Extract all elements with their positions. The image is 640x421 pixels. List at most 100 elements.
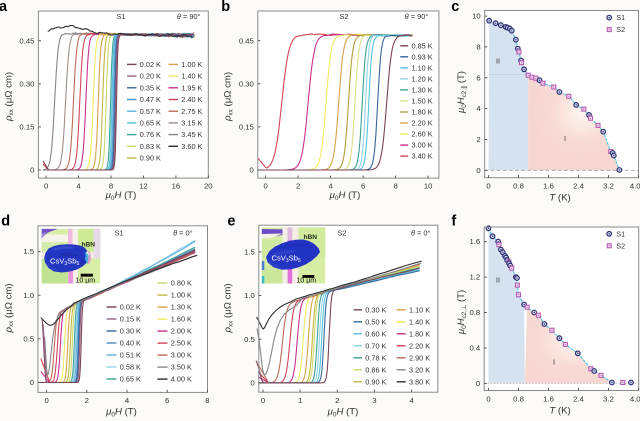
svg-text:3.60 K: 3.60 K bbox=[181, 142, 202, 151]
svg-text:ρxx (μΩ cm): ρxx (μΩ cm) bbox=[3, 72, 15, 122]
svg-text:4: 4 bbox=[476, 104, 481, 113]
svg-text:S1: S1 bbox=[616, 13, 625, 22]
svg-text:0: 0 bbox=[486, 395, 490, 404]
svg-text:1.60 K: 1.60 K bbox=[171, 315, 192, 324]
svg-text:16: 16 bbox=[172, 182, 181, 191]
svg-text:θ = 0°: θ = 0° bbox=[411, 229, 431, 238]
svg-text:a: a bbox=[0, 0, 8, 15]
svg-text:4: 4 bbox=[76, 182, 81, 191]
svg-text:S1: S1 bbox=[616, 229, 625, 238]
svg-text:μ0Hc2,⊥ (T): μ0Hc2,⊥ (T) bbox=[456, 290, 468, 335]
svg-text:0.90 K: 0.90 K bbox=[365, 377, 386, 386]
svg-text:S1: S1 bbox=[116, 12, 125, 21]
svg-text:4: 4 bbox=[409, 396, 414, 405]
svg-text:0.5: 0.5 bbox=[244, 335, 255, 344]
svg-text:0: 0 bbox=[476, 166, 480, 175]
svg-text:ρxx (μΩ cm): ρxx (μΩ cm) bbox=[223, 72, 235, 122]
svg-text:0.58 K: 0.58 K bbox=[120, 363, 141, 372]
svg-text:1.0: 1.0 bbox=[23, 291, 34, 300]
svg-text:0.20 K: 0.20 K bbox=[140, 72, 161, 81]
svg-text:CsV3Sb5: CsV3Sb5 bbox=[50, 257, 79, 268]
svg-text:0.02 K: 0.02 K bbox=[120, 303, 141, 312]
svg-text:0.83 K: 0.83 K bbox=[140, 142, 161, 151]
svg-text:0.45: 0.45 bbox=[19, 36, 34, 45]
svg-text:0: 0 bbox=[30, 166, 34, 175]
svg-text:0.57 K: 0.57 K bbox=[140, 107, 161, 116]
svg-text:T (K): T (K) bbox=[549, 193, 570, 204]
svg-text:θ = 90°: θ = 90° bbox=[177, 12, 201, 21]
svg-text:θ = 0°: θ = 0° bbox=[173, 229, 193, 238]
svg-text:1.00 K: 1.00 K bbox=[181, 60, 202, 69]
svg-text:6: 6 bbox=[165, 396, 169, 405]
svg-text:0.76 K: 0.76 K bbox=[140, 130, 161, 139]
svg-text:0: 0 bbox=[486, 182, 490, 191]
svg-text:1.30 K: 1.30 K bbox=[171, 303, 192, 312]
svg-text:4: 4 bbox=[328, 182, 333, 191]
svg-text:ρxx (μΩ cm): ρxx (μΩ cm) bbox=[223, 283, 235, 333]
svg-text:hBN: hBN bbox=[304, 234, 318, 241]
svg-text:I: I bbox=[564, 134, 566, 143]
svg-text:1.10 K: 1.10 K bbox=[412, 64, 433, 73]
svg-text:b: b bbox=[221, 0, 230, 15]
svg-text:c: c bbox=[451, 0, 459, 15]
svg-text:3.45 K: 3.45 K bbox=[181, 130, 202, 139]
svg-text:10: 10 bbox=[424, 182, 433, 191]
svg-text:0.45: 0.45 bbox=[239, 36, 254, 45]
svg-text:μ0H (T): μ0H (T) bbox=[105, 190, 137, 202]
svg-text:S2: S2 bbox=[337, 229, 346, 238]
svg-text:1.30 K: 1.30 K bbox=[412, 86, 433, 95]
svg-text:10 μm: 10 μm bbox=[297, 278, 317, 285]
svg-text:1.40 K: 1.40 K bbox=[409, 317, 430, 326]
svg-text:S2: S2 bbox=[616, 241, 625, 250]
svg-text:1.20 K: 1.20 K bbox=[412, 75, 433, 84]
svg-text:μ0Hc2,∥ (T): μ0Hc2,∥ (T) bbox=[456, 71, 468, 114]
svg-text:0.30 K: 0.30 K bbox=[120, 327, 141, 336]
svg-text:0.02 K: 0.02 K bbox=[140, 60, 161, 69]
svg-text:0.15: 0.15 bbox=[239, 123, 254, 132]
svg-text:2.4: 2.4 bbox=[573, 395, 584, 404]
svg-text:3.00 K: 3.00 K bbox=[412, 141, 433, 150]
svg-text:0.5: 0.5 bbox=[23, 335, 34, 344]
svg-text:e: e bbox=[227, 214, 235, 230]
svg-text:0: 0 bbox=[261, 396, 265, 405]
svg-text:II: II bbox=[496, 56, 500, 65]
svg-text:0.15 K: 0.15 K bbox=[120, 315, 141, 324]
svg-text:0.93 K: 0.93 K bbox=[412, 52, 433, 61]
svg-text:3.00 K: 3.00 K bbox=[171, 351, 192, 360]
svg-text:2.20 K: 2.20 K bbox=[409, 341, 430, 350]
svg-text:2: 2 bbox=[85, 396, 89, 405]
svg-text:0.78 K: 0.78 K bbox=[365, 353, 386, 362]
svg-text:0: 0 bbox=[476, 379, 480, 388]
svg-text:10: 10 bbox=[472, 12, 481, 21]
svg-text:4.0: 4.0 bbox=[630, 182, 640, 191]
svg-text:0.86 K: 0.86 K bbox=[365, 365, 386, 374]
svg-text:1.95 K: 1.95 K bbox=[181, 83, 202, 92]
svg-text:2: 2 bbox=[296, 182, 300, 191]
svg-text:θ = 90°: θ = 90° bbox=[405, 12, 429, 21]
svg-text:0.30: 0.30 bbox=[239, 79, 254, 88]
svg-text:0.30 K: 0.30 K bbox=[365, 305, 386, 314]
svg-text:hBN: hBN bbox=[82, 242, 96, 249]
svg-text:1: 1 bbox=[298, 396, 302, 405]
svg-text:3.80 K: 3.80 K bbox=[409, 377, 430, 386]
svg-text:2.90 K: 2.90 K bbox=[409, 353, 430, 362]
svg-text:S2: S2 bbox=[339, 12, 348, 21]
svg-text:1.00 K: 1.00 K bbox=[171, 291, 192, 300]
svg-text:T (K): T (K) bbox=[549, 406, 570, 417]
svg-text:8: 8 bbox=[476, 43, 480, 52]
svg-text:0.40 K: 0.40 K bbox=[120, 339, 141, 348]
svg-text:S1: S1 bbox=[114, 229, 123, 238]
svg-text:0.4: 0.4 bbox=[470, 344, 481, 353]
svg-text:0.47 K: 0.47 K bbox=[140, 95, 161, 104]
svg-text:1.80 K: 1.80 K bbox=[409, 329, 430, 338]
svg-text:1.5: 1.5 bbox=[244, 248, 255, 257]
svg-text:0.30: 0.30 bbox=[19, 79, 34, 88]
svg-text:μ0H (T): μ0H (T) bbox=[105, 407, 137, 419]
svg-text:0.51 K: 0.51 K bbox=[120, 351, 141, 360]
svg-text:1.40 K: 1.40 K bbox=[181, 72, 202, 81]
svg-text:1.5: 1.5 bbox=[23, 247, 34, 256]
svg-text:2: 2 bbox=[335, 396, 339, 405]
svg-text:8: 8 bbox=[205, 396, 209, 405]
svg-text:12: 12 bbox=[139, 182, 148, 191]
svg-text:I: I bbox=[553, 358, 555, 367]
